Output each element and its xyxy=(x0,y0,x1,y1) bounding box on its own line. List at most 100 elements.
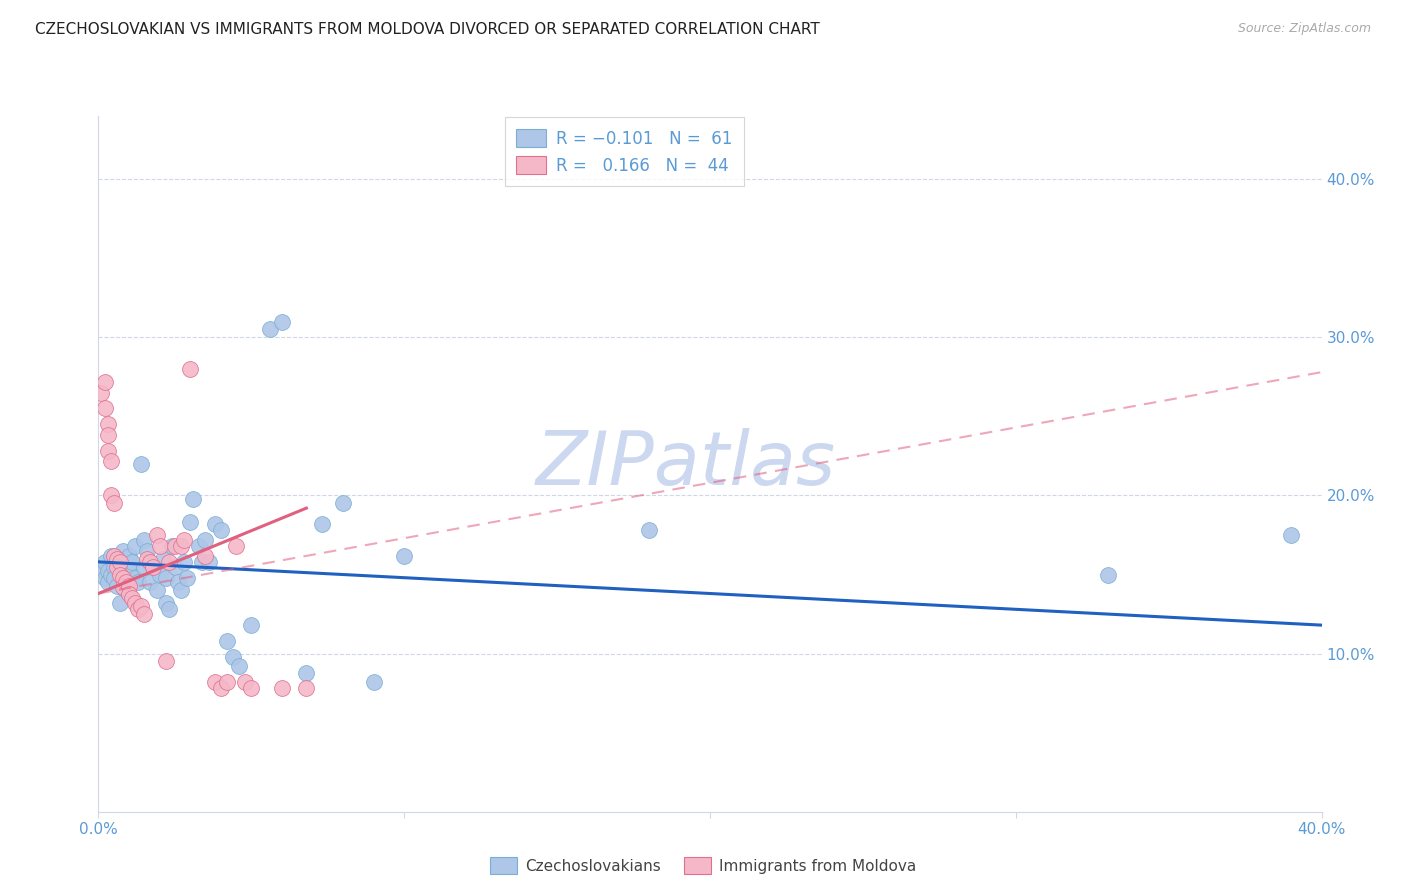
Point xyxy=(118,578,141,592)
Point xyxy=(134,607,156,621)
Point xyxy=(100,567,122,582)
Point xyxy=(105,551,128,566)
Point xyxy=(191,555,214,569)
Point xyxy=(163,559,186,574)
Point xyxy=(259,322,281,336)
Point xyxy=(124,539,146,553)
Point xyxy=(136,551,159,566)
Point xyxy=(118,586,141,600)
Point xyxy=(1097,567,1119,582)
Point xyxy=(127,575,149,590)
Point xyxy=(170,539,193,553)
Point xyxy=(152,551,174,566)
Text: Source: ZipAtlas.com: Source: ZipAtlas.com xyxy=(1237,22,1371,36)
Point xyxy=(295,681,318,696)
Point xyxy=(332,496,354,510)
Point xyxy=(105,559,128,574)
Point xyxy=(115,575,138,590)
Point xyxy=(155,571,177,585)
Point xyxy=(111,571,134,585)
Point xyxy=(93,401,115,416)
Point xyxy=(209,523,232,537)
Point xyxy=(176,571,198,585)
Point xyxy=(103,496,125,510)
Point xyxy=(155,596,177,610)
Point xyxy=(173,533,195,547)
Point xyxy=(124,596,146,610)
Point xyxy=(170,583,193,598)
Point xyxy=(111,543,134,558)
Point xyxy=(100,453,122,467)
Point xyxy=(167,575,190,590)
Point xyxy=(179,516,201,530)
Point xyxy=(129,457,152,471)
Point xyxy=(145,528,167,542)
Point xyxy=(121,555,143,569)
Point xyxy=(240,681,263,696)
Point xyxy=(155,655,177,669)
Point xyxy=(129,599,152,614)
Point xyxy=(103,559,125,574)
Point xyxy=(209,681,232,696)
Point xyxy=(233,675,256,690)
Point xyxy=(108,555,131,569)
Point xyxy=(134,559,156,574)
Point xyxy=(295,665,318,680)
Point xyxy=(270,314,292,328)
Point xyxy=(142,559,165,574)
Point xyxy=(225,539,247,553)
Point xyxy=(90,563,112,577)
Point xyxy=(240,618,263,632)
Point xyxy=(111,580,134,594)
Point xyxy=(149,539,172,553)
Point xyxy=(1279,528,1302,542)
Point xyxy=(105,578,128,592)
Point xyxy=(124,571,146,585)
Point xyxy=(103,571,125,585)
Legend: R = −0.101   N =  61, R =   0.166   N =  44: R = −0.101 N = 61, R = 0.166 N = 44 xyxy=(505,118,744,186)
Point xyxy=(145,583,167,598)
Point xyxy=(311,516,333,531)
Point xyxy=(228,659,250,673)
Point xyxy=(157,602,180,616)
Point xyxy=(118,549,141,563)
Point xyxy=(197,555,219,569)
Point xyxy=(215,675,238,690)
Point xyxy=(93,571,115,585)
Point xyxy=(142,559,165,574)
Point xyxy=(215,634,238,648)
Point xyxy=(111,571,134,585)
Point xyxy=(127,602,149,616)
Point xyxy=(163,539,186,553)
Point xyxy=(173,555,195,569)
Point xyxy=(160,539,183,553)
Point xyxy=(222,649,245,664)
Point xyxy=(392,549,416,563)
Point xyxy=(97,575,120,590)
Point xyxy=(108,567,131,582)
Point xyxy=(194,549,217,563)
Point xyxy=(108,559,131,574)
Point xyxy=(108,596,131,610)
Point xyxy=(134,533,156,547)
Point xyxy=(93,375,115,389)
Point xyxy=(100,488,122,502)
Point xyxy=(179,362,201,376)
Point xyxy=(97,444,120,458)
Point xyxy=(139,555,162,569)
Point xyxy=(105,551,128,566)
Point xyxy=(157,555,180,569)
Point xyxy=(93,555,115,569)
Point xyxy=(97,428,120,442)
Point xyxy=(204,516,226,531)
Point xyxy=(139,575,162,590)
Point xyxy=(97,417,120,432)
Point xyxy=(194,533,217,547)
Point xyxy=(637,523,661,537)
Point xyxy=(204,675,226,690)
Point xyxy=(115,583,138,598)
Point xyxy=(181,491,204,506)
Point xyxy=(97,565,120,579)
Point xyxy=(136,543,159,558)
Point xyxy=(188,539,211,553)
